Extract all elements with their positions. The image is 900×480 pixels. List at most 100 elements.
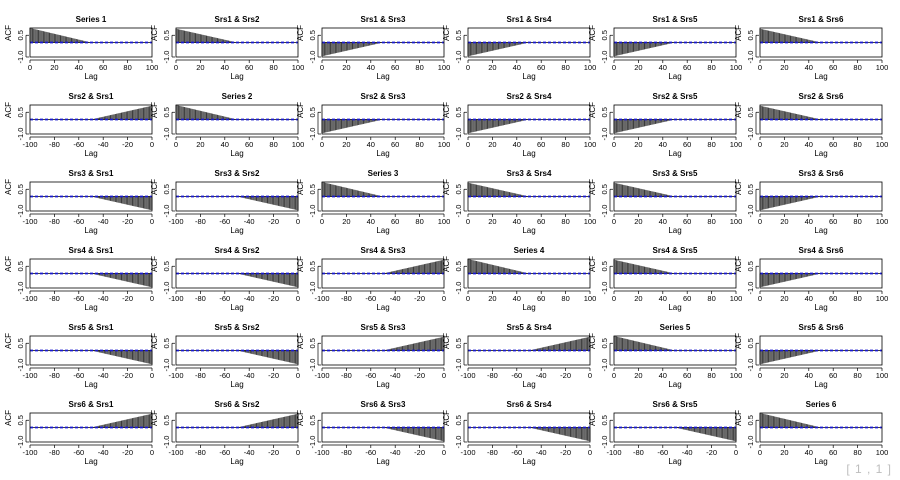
x-tick-label: 20 bbox=[780, 371, 788, 380]
x-tick-label: 60 bbox=[683, 294, 691, 303]
plot-frame bbox=[759, 181, 883, 212]
x-tick-label: -20 bbox=[268, 217, 279, 226]
y-axis-label: ACF bbox=[442, 179, 451, 195]
y-axis-label: ACF bbox=[588, 25, 597, 41]
x-axis-label: Lag bbox=[668, 72, 681, 81]
plot-frame bbox=[613, 335, 737, 366]
x-tick-label: -80 bbox=[49, 217, 60, 226]
x-tick-label: 20 bbox=[634, 63, 642, 72]
x-tick-label: 20 bbox=[488, 140, 496, 149]
x-tick-label: -60 bbox=[73, 217, 84, 226]
y-axis-label: ACF bbox=[4, 333, 13, 349]
plot-frame bbox=[759, 27, 883, 58]
panel-title: Srs2 & Srs1 bbox=[69, 92, 114, 101]
x-tick-label: 0 bbox=[612, 217, 616, 226]
x-tick-label: 80 bbox=[707, 294, 715, 303]
panel-title: Srs2 & Srs6 bbox=[799, 92, 844, 101]
y-tick-label: -1.0 bbox=[600, 205, 609, 218]
x-tick-label: -20 bbox=[122, 371, 133, 380]
x-tick-label: 0 bbox=[320, 217, 324, 226]
y-axis-label: ACF bbox=[588, 102, 597, 118]
x-tick-label: 100 bbox=[438, 217, 451, 226]
x-tick-label: 80 bbox=[853, 63, 861, 72]
x-tick-label: 100 bbox=[438, 140, 451, 149]
y-tick-label: 0.5 bbox=[454, 338, 463, 348]
panel-title: Series 6 bbox=[806, 400, 837, 409]
panel-r4-c1: Srs4 & Srs1 -100 -80 -60 -40 -20 0 Lag -1.0 0.5AC… bbox=[4, 246, 154, 312]
x-tick-label: -60 bbox=[219, 217, 230, 226]
y-tick-label: 0.5 bbox=[746, 30, 755, 40]
y-axis-label: ACF bbox=[734, 179, 743, 195]
x-tick-label: 20 bbox=[342, 140, 350, 149]
x-tick-label: 0 bbox=[466, 217, 470, 226]
panel-title: Srs5 & Srs2 bbox=[215, 323, 260, 332]
y-tick-label: -1.0 bbox=[454, 205, 463, 218]
x-tick-label: 0 bbox=[466, 63, 470, 72]
x-tick-label: -60 bbox=[365, 371, 376, 380]
x-tick-label: -20 bbox=[268, 371, 279, 380]
x-tick-label: 100 bbox=[876, 294, 889, 303]
y-tick-label: 0.5 bbox=[162, 261, 171, 271]
x-axis-label: Lag bbox=[84, 149, 97, 158]
plot-frame bbox=[29, 258, 153, 289]
panel-title: Srs4 & Srs5 bbox=[653, 246, 698, 255]
y-tick-label: -1.0 bbox=[454, 282, 463, 295]
panel-r5-c1: Srs5 & Srs1 -100 -80 -60 -40 -20 0 Lag -1.0 0.5AC… bbox=[4, 323, 154, 389]
y-tick-label: 0.5 bbox=[454, 30, 463, 40]
x-tick-label: 40 bbox=[221, 63, 229, 72]
y-axis-label: ACF bbox=[588, 256, 597, 272]
plot-frame bbox=[29, 412, 153, 443]
plot-frame bbox=[321, 181, 445, 212]
y-tick-label: -1.0 bbox=[454, 51, 463, 64]
x-axis-label: Lag bbox=[668, 457, 681, 466]
x-axis-label: Lag bbox=[230, 72, 243, 81]
panel-title: Series 1 bbox=[76, 15, 107, 24]
x-tick-label: -60 bbox=[73, 371, 84, 380]
plot-frame bbox=[467, 335, 591, 366]
panel-title: Srs1 & Srs2 bbox=[215, 15, 260, 24]
y-tick-label: 0.5 bbox=[162, 338, 171, 348]
x-tick-label: 20 bbox=[342, 217, 350, 226]
panel-r6-c2: Srs6 & Srs2 -100 -80 -60 -40 -20 0 Lag -1.0 0.5AC… bbox=[150, 400, 300, 466]
plot-frame bbox=[613, 104, 737, 135]
x-tick-label: -80 bbox=[487, 448, 498, 457]
x-tick-label: -20 bbox=[122, 448, 133, 457]
x-tick-label: 0 bbox=[174, 140, 178, 149]
x-tick-label: 0 bbox=[466, 140, 470, 149]
y-tick-label: 0.5 bbox=[600, 415, 609, 425]
x-tick-label: 60 bbox=[245, 63, 253, 72]
y-axis-label: ACF bbox=[734, 25, 743, 41]
x-axis-label: Lag bbox=[814, 303, 827, 312]
x-axis-label: Lag bbox=[668, 303, 681, 312]
x-axis-label: Lag bbox=[376, 380, 389, 389]
panel-title: Srs3 & Srs5 bbox=[653, 169, 698, 178]
plot-frame bbox=[467, 27, 591, 58]
y-axis-label: ACF bbox=[150, 333, 159, 349]
x-tick-label: -80 bbox=[487, 371, 498, 380]
x-tick-label: -80 bbox=[195, 217, 206, 226]
x-tick-label: 80 bbox=[853, 448, 861, 457]
panel-title: Srs2 & Srs4 bbox=[507, 92, 552, 101]
x-tick-label: 0 bbox=[442, 294, 446, 303]
y-tick-label: -1.0 bbox=[746, 436, 755, 449]
x-tick-label: 0 bbox=[296, 448, 300, 457]
y-tick-label: -1.0 bbox=[454, 128, 463, 141]
plot-frame bbox=[467, 412, 591, 443]
plot-frame bbox=[613, 181, 737, 212]
x-axis-label: Lag bbox=[84, 72, 97, 81]
y-tick-label: 0.5 bbox=[600, 261, 609, 271]
x-axis-label: Lag bbox=[376, 72, 389, 81]
x-tick-label: 80 bbox=[415, 140, 423, 149]
x-tick-label: 100 bbox=[730, 294, 743, 303]
x-tick-label: 0 bbox=[296, 294, 300, 303]
x-tick-label: 0 bbox=[758, 371, 762, 380]
x-axis-label: Lag bbox=[84, 226, 97, 235]
x-tick-label: 0 bbox=[28, 63, 32, 72]
y-tick-label: 0.5 bbox=[162, 107, 171, 117]
y-tick-label: -1.0 bbox=[16, 282, 25, 295]
